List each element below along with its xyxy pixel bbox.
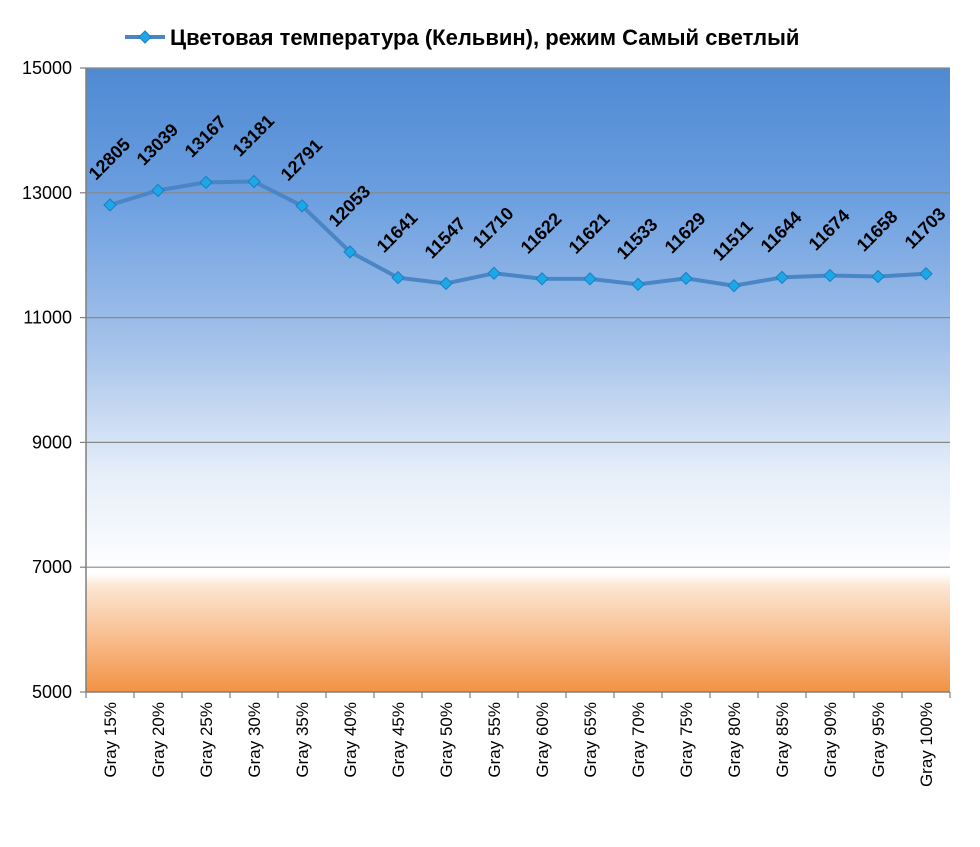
series-line (109, 179, 927, 288)
data-point-marker (583, 272, 597, 286)
data-point-marker (103, 198, 117, 212)
series-markers (103, 174, 933, 293)
data-point-marker (727, 279, 741, 293)
x-tick-label: Gray 40% (341, 702, 360, 778)
data-point-marker (535, 272, 549, 286)
x-tick-label: Gray 20% (149, 702, 168, 778)
data-point-marker (391, 270, 405, 285)
data-point-marker (439, 276, 453, 291)
x-tick-label: Gray 15% (101, 702, 120, 778)
y-tick-label: 7000 (32, 557, 72, 577)
y-tick-label: 13000 (22, 183, 72, 203)
x-tick-label: Gray 70% (629, 702, 648, 778)
data-point-marker (775, 270, 789, 285)
x-tick-label: Gray 45% (389, 702, 408, 778)
data-point-marker (631, 277, 645, 292)
legend: Цветовая температура (Кельвин), режим Са… (125, 25, 799, 50)
plot-area-background (86, 68, 950, 692)
x-tick-label: Gray 55% (485, 702, 504, 778)
data-point-marker (871, 269, 885, 284)
grid-lines (86, 67, 950, 568)
data-point-marker (487, 266, 501, 281)
x-tick-label: Gray 95% (869, 702, 888, 778)
x-tick-label: Gray 90% (821, 702, 840, 778)
data-point-marker (343, 245, 357, 259)
legend-label: Цветовая температура (Кельвин), режим Са… (170, 25, 799, 50)
x-tick-label: Gray 50% (437, 702, 456, 778)
x-tick-label: Gray 25% (197, 702, 216, 778)
x-tick-label: Gray 35% (293, 702, 312, 778)
data-point-marker (199, 175, 213, 190)
x-tick-label: Gray 100% (917, 702, 936, 787)
legend-marker (138, 30, 152, 44)
y-tick-label: 9000 (32, 432, 72, 452)
y-tick-label: 5000 (32, 682, 72, 702)
data-point-marker (679, 271, 693, 286)
x-tick-label: Gray 85% (773, 702, 792, 778)
x-tick-label: Gray 80% (725, 702, 744, 778)
data-point-marker (919, 267, 933, 281)
y-tick-label: 11000 (23, 308, 72, 328)
x-tick-label: Gray 75% (677, 702, 696, 778)
data-point-marker (247, 174, 261, 189)
data-point-marker (823, 268, 837, 283)
x-tick-label: Gray 65% (581, 702, 600, 778)
data-point-marker (295, 199, 309, 213)
x-tick-label: Gray 60% (533, 702, 552, 778)
y-tick-label: 15000 (22, 58, 72, 78)
data-point-marker (151, 183, 165, 198)
y-axis-ticks: 5000 7000 9000 11000 13000 15000 (22, 58, 86, 702)
x-axis-ticks: Gray 15% Gray 20% Gray 25% Gray 30% Gray 35%… (85, 692, 951, 787)
x-tick-label: Gray 30% (245, 702, 264, 778)
